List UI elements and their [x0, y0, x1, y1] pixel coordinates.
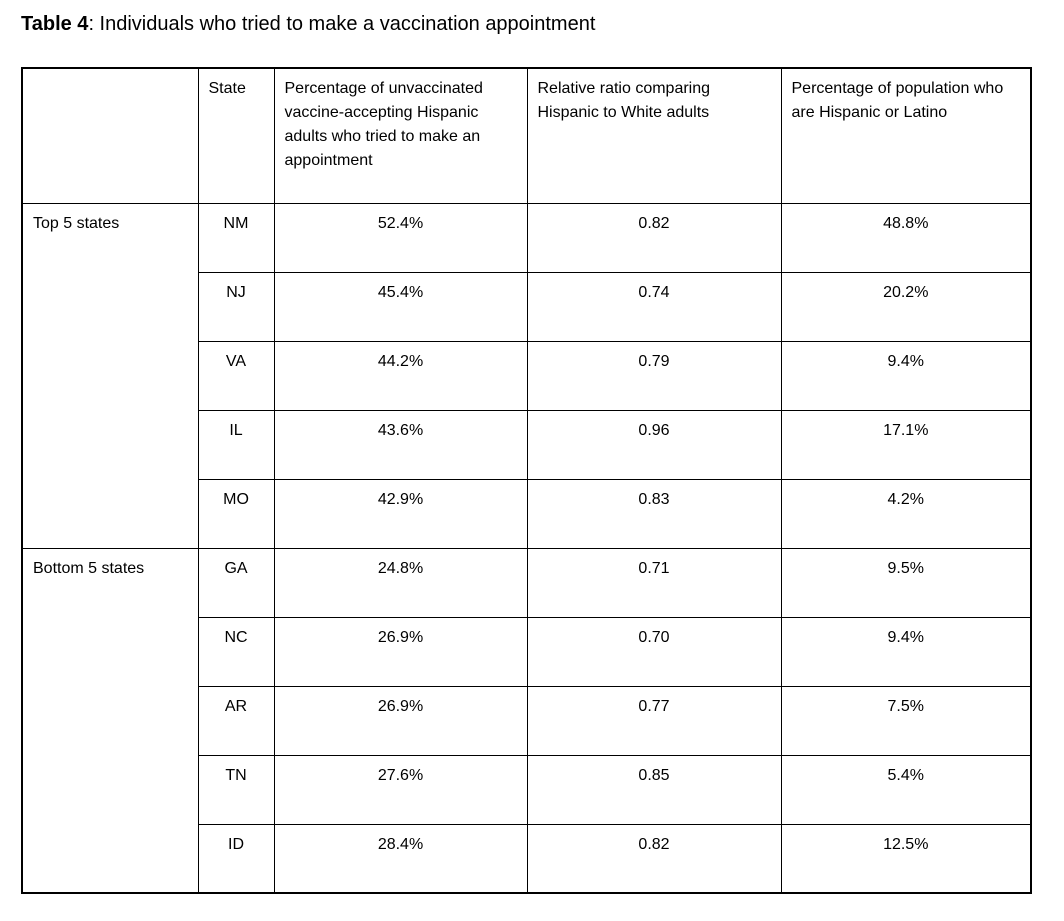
cell-state: MO — [197, 478, 275, 549]
cell-state: AR — [197, 685, 275, 756]
cell-pct-population: 9.5% — [780, 547, 1032, 618]
cell-ratio: 0.82 — [526, 823, 782, 894]
table-row: NJ 45.4% 0.74 20.2% — [22, 271, 1032, 342]
table-caption: Table 4: Individuals who tried to make a… — [21, 11, 595, 37]
table-row: NC 26.9% 0.70 9.4% — [22, 616, 1032, 687]
table-row: MO 42.9% 0.83 4.2% — [22, 478, 1032, 549]
header-group-blank — [21, 67, 199, 204]
vaccination-appointment-table: State Percentage of unvaccinated vaccine… — [21, 67, 1032, 894]
table-row: ID 28.4% 0.82 12.5% — [22, 823, 1032, 894]
cell-pct-population: 20.2% — [780, 271, 1032, 342]
table-caption-text: : Individuals who tried to make a vaccin… — [88, 13, 596, 35]
cell-pct-population: 12.5% — [780, 823, 1032, 894]
cell-pct-population: 17.1% — [780, 409, 1032, 480]
cell-pct-tried: 43.6% — [273, 409, 528, 480]
cell-pct-tried: 24.8% — [273, 547, 528, 618]
cell-state: TN — [197, 754, 275, 825]
cell-pct-population: 7.5% — [780, 685, 1032, 756]
cell-ratio: 0.77 — [526, 685, 782, 756]
cell-ratio: 0.82 — [526, 202, 782, 273]
cell-state: ID — [197, 823, 275, 894]
header-pct-tried: Percentage of unvaccinated vaccine-accep… — [273, 67, 528, 204]
cell-ratio: 0.85 — [526, 754, 782, 825]
cell-state: VA — [197, 340, 275, 411]
cell-state: NM — [197, 202, 275, 273]
cell-pct-population: 5.4% — [780, 754, 1032, 825]
cell-pct-tried: 45.4% — [273, 271, 528, 342]
group-label-bottom5: Bottom 5 states — [21, 547, 199, 894]
table-row: Bottom 5 states GA 24.8% 0.71 9.5% — [21, 547, 1032, 894]
table-row: VA 44.2% 0.79 9.4% — [22, 340, 1032, 411]
table-row: IL 43.6% 0.96 17.1% — [22, 409, 1032, 480]
table-caption-number: Table 4 — [21, 13, 89, 35]
cell-pct-tried: 28.4% — [273, 823, 528, 894]
cell-pct-tried: 52.4% — [273, 202, 528, 273]
cell-pct-tried: 27.6% — [273, 754, 528, 825]
cell-pct-tried: 44.2% — [273, 340, 528, 411]
cell-ratio: 0.83 — [526, 478, 782, 549]
table-row: AR 26.9% 0.77 7.5% — [22, 685, 1032, 756]
cell-ratio: 0.70 — [526, 616, 782, 687]
cell-ratio: 0.74 — [526, 271, 782, 342]
cell-state: IL — [197, 409, 275, 480]
cell-state: GA — [197, 547, 275, 618]
header-pct-population: Percentage of population who are Hispani… — [780, 67, 1032, 204]
cell-pct-population: 9.4% — [780, 340, 1032, 411]
table-row: TN 27.6% 0.85 5.4% — [22, 754, 1032, 825]
cell-pct-tried: 42.9% — [273, 478, 528, 549]
cell-ratio: 0.79 — [526, 340, 782, 411]
cell-pct-population: 9.4% — [780, 616, 1032, 687]
cell-ratio: 0.71 — [526, 547, 782, 618]
cell-pct-tried: 26.9% — [273, 616, 528, 687]
cell-state: NJ — [197, 271, 275, 342]
cell-pct-tried: 26.9% — [273, 685, 528, 756]
header-relative-ratio: Relative ratio comparing Hispanic to Whi… — [526, 67, 782, 204]
cell-pct-population: 4.2% — [780, 478, 1032, 549]
header-row: State Percentage of unvaccinated vaccine… — [21, 67, 1032, 204]
cell-ratio: 0.96 — [526, 409, 782, 480]
table-row: Top 5 states NM 52.4% 0.82 48.8% — [21, 202, 1032, 549]
cell-pct-population: 48.8% — [780, 202, 1032, 273]
group-label-top5: Top 5 states — [21, 202, 199, 549]
cell-state: NC — [197, 616, 275, 687]
header-state: State — [197, 67, 275, 204]
